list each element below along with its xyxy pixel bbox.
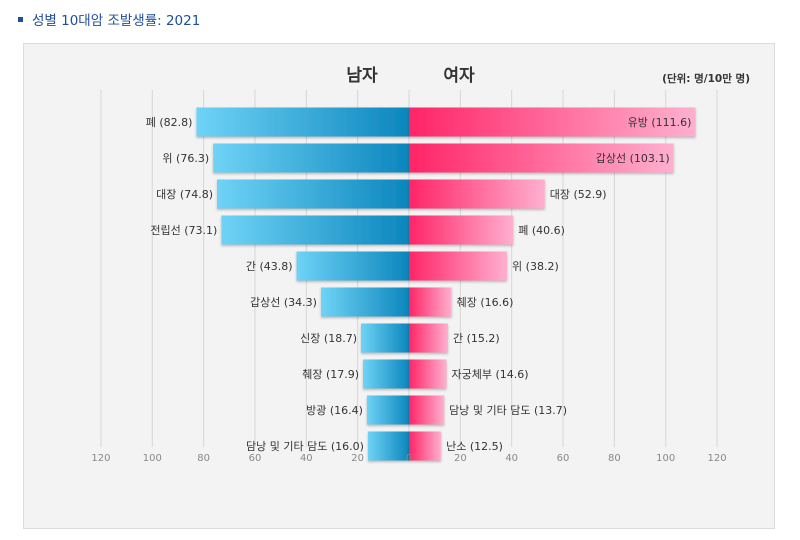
heading-bullet-icon <box>18 17 23 22</box>
butterfly-chart: 폐 (82.8) 위 (76.3) 대장 (74.8) 전립선 (73.1) 간 (43… <box>91 66 750 464</box>
x-tick-label: 120 <box>707 453 726 464</box>
female-bar[interactable] <box>409 107 696 137</box>
x-tick-label: 40 <box>505 453 518 464</box>
female-bar-label: 갑상선 (103.1) <box>596 152 670 165</box>
male-bar[interactable] <box>320 287 409 317</box>
x-tick-label: 80 <box>197 453 210 464</box>
x-tick-label: 60 <box>557 453 570 464</box>
unit-note: (단위: 명/10만 명) <box>662 72 750 85</box>
page-heading: 성별 10대암 조발생률: 2021 <box>18 9 200 29</box>
female-bar-label: 간 (15.2) <box>453 332 500 345</box>
male-bar[interactable] <box>363 359 409 389</box>
female-bar[interactable] <box>409 179 545 209</box>
x-tick-label: 120 <box>91 453 110 464</box>
male-bar[interactable] <box>366 395 409 425</box>
female-bar[interactable] <box>409 431 442 461</box>
x-tick-label: 20 <box>454 453 467 464</box>
female-bar[interactable] <box>409 215 514 245</box>
female-bar[interactable] <box>409 323 449 353</box>
male-bar-label: 방광 (16.4) <box>306 404 363 417</box>
female-bar-label: 폐 (40.6) <box>518 224 565 237</box>
female-bar-label: 자궁체부 (14.6) <box>451 368 528 381</box>
x-tick-label: 100 <box>143 453 162 464</box>
female-bar-label: 대장 (52.9) <box>550 188 607 201</box>
male-title: 남자 <box>346 66 378 86</box>
chart-panel: 폐 (82.8) 위 (76.3) 대장 (74.8) 전립선 (73.1) 간 (43… <box>23 43 775 529</box>
female-title: 여자 <box>443 66 475 86</box>
female-bar[interactable] <box>409 359 447 389</box>
male-bar-label: 대장 (74.8) <box>156 188 213 201</box>
male-bar[interactable] <box>367 431 409 461</box>
male-bar-label: 전립선 (73.1) <box>150 224 217 237</box>
female-bar-label: 담낭 및 기타 담도 (13.7) <box>449 404 567 417</box>
female-bar[interactable] <box>409 395 445 425</box>
male-bar-label: 폐 (82.8) <box>146 116 193 129</box>
male-bar-label: 갑상선 (34.3) <box>250 296 317 309</box>
male-bar[interactable] <box>196 107 409 137</box>
male-bar[interactable] <box>216 179 409 209</box>
male-bar-label: 담낭 및 기타 담도 (16.0) <box>246 440 364 453</box>
female-bar-label: 췌장 (16.6) <box>457 296 514 309</box>
x-tick-label: 80 <box>608 453 621 464</box>
female-bar[interactable] <box>409 287 452 317</box>
male-bar-label: 위 (76.3) <box>162 152 209 165</box>
male-bar-label: 신장 (18.7) <box>300 332 357 345</box>
x-tick-label: 60 <box>249 453 262 464</box>
female-bar[interactable] <box>409 251 508 281</box>
male-bar[interactable] <box>360 323 409 353</box>
male-bar[interactable] <box>213 143 409 173</box>
female-bar[interactable] <box>409 143 674 173</box>
male-bar-label: 췌장 (17.9) <box>302 368 359 381</box>
female-bar-label: 유방 (111.6) <box>628 116 692 129</box>
x-tick-label: 20 <box>351 453 364 464</box>
female-bar-label: 난소 (12.5) <box>446 440 503 453</box>
x-tick-label: 40 <box>300 453 313 464</box>
male-bar[interactable] <box>221 215 409 245</box>
female-bar-label: 위 (38.2) <box>512 260 559 273</box>
x-tick-label: 100 <box>656 453 675 464</box>
male-bar-label: 간 (43.8) <box>246 260 293 273</box>
page-heading-text: 성별 10대암 조발생률: 2021 <box>32 13 201 29</box>
male-bar[interactable] <box>296 251 409 281</box>
x-tick-label: 0 <box>406 453 412 464</box>
